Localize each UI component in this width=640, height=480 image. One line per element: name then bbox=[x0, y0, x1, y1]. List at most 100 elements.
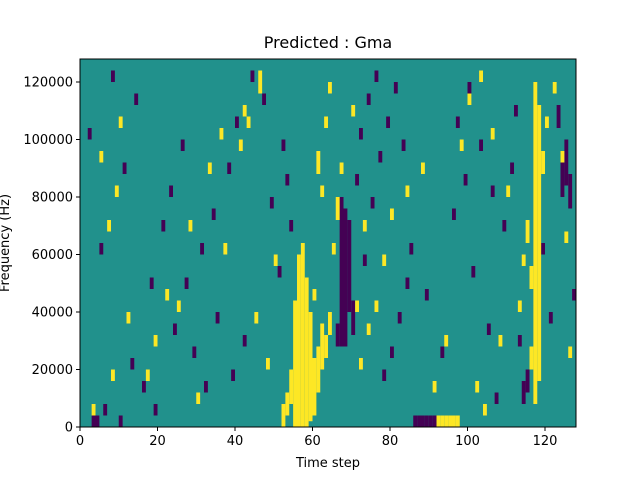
y-axis-label: Frequency (Hz) bbox=[0, 194, 13, 292]
heatmap-cell-low-32 bbox=[262, 93, 267, 105]
heatmap-cell-low-62 bbox=[149, 277, 154, 289]
heatmap-cell-high-65 bbox=[223, 243, 228, 255]
heatmap-cell-low-1 bbox=[343, 208, 348, 347]
heatmap-cell-low-9 bbox=[428, 415, 433, 427]
heatmap-cell-high-60 bbox=[99, 151, 104, 163]
heatmap-cell-high-31 bbox=[196, 392, 201, 404]
x-axis-label: Time step bbox=[295, 456, 360, 471]
heatmap-cell-high-58 bbox=[545, 116, 549, 128]
heatmap-cell-high-79 bbox=[498, 335, 503, 347]
heatmap-cell-low-68 bbox=[242, 335, 247, 347]
heatmap-cell-low-27 bbox=[200, 243, 205, 255]
heatmap-cell-low-22 bbox=[130, 358, 135, 370]
heatmap-cell-low-17 bbox=[517, 335, 522, 347]
heatmap-cell-low-11 bbox=[560, 162, 565, 197]
heatmap-cell-low-81 bbox=[467, 82, 472, 94]
heatmap-cell-low-30 bbox=[235, 116, 239, 128]
heatmap-cell-high-17 bbox=[452, 415, 456, 427]
heatmap-cell-high-19 bbox=[533, 82, 538, 404]
x-tick-label: 100 bbox=[455, 434, 480, 449]
heatmap-cell-low-0 bbox=[339, 197, 344, 347]
x-tick-label: 120 bbox=[533, 434, 558, 449]
heatmap-cell-high-81 bbox=[568, 346, 573, 358]
heatmap-cell-high-16 bbox=[448, 415, 453, 427]
heatmap-cell-low-66 bbox=[215, 312, 220, 324]
heatmap-cell-low-78 bbox=[397, 312, 402, 324]
y-axis: 0 20000 40000 60000 80000 100000 120000 bbox=[23, 76, 80, 436]
heatmap-cell-low-21 bbox=[118, 415, 123, 427]
x-axis: 0 20 40 60 80 100 120 bbox=[76, 427, 558, 449]
heatmap-cell-low-54 bbox=[541, 243, 546, 255]
heatmap-cell-low-4 bbox=[351, 300, 356, 335]
heatmap-cell-low-42 bbox=[401, 139, 406, 151]
heatmap-cell-high-4 bbox=[308, 312, 313, 422]
heatmap-cell-low-3 bbox=[335, 323, 340, 347]
heatmap-cell-low-5 bbox=[413, 415, 418, 427]
heatmap-cell-low-38 bbox=[370, 197, 375, 209]
heatmap-cell-high-80 bbox=[564, 231, 569, 243]
heatmap-cell-high-1 bbox=[297, 254, 301, 427]
heatmap-cell-low-53 bbox=[514, 105, 518, 117]
heatmap-cell-high-12 bbox=[281, 404, 286, 427]
heatmap-cell-low-50 bbox=[494, 392, 499, 404]
heatmap-cell-high-29 bbox=[126, 312, 131, 324]
chart-title: Predicted : Gma bbox=[264, 33, 392, 52]
x-tick-label: 20 bbox=[149, 434, 166, 449]
heatmap-cell-low-63 bbox=[161, 220, 166, 232]
heatmap-cell-low-34 bbox=[277, 266, 282, 278]
y-tick-label: 0 bbox=[65, 421, 73, 436]
heatmap-cell-low-76 bbox=[382, 369, 387, 381]
heatmap-cell-high-55 bbox=[506, 185, 511, 197]
heatmap-cell-high-8 bbox=[324, 335, 329, 358]
heatmap-cell-low-31 bbox=[250, 70, 255, 82]
heatmap-cell-high-0 bbox=[293, 300, 298, 427]
heatmap-cell-high-73 bbox=[328, 82, 332, 94]
heatmap-cell-low-57 bbox=[87, 128, 92, 140]
heatmap-cell-high-27 bbox=[238, 139, 243, 151]
heatmap-cell-low-13 bbox=[568, 174, 573, 209]
heatmap-cell-high-61 bbox=[107, 220, 112, 232]
heatmap-cell-high-51 bbox=[459, 139, 464, 151]
x-tick-label: 0 bbox=[76, 434, 84, 449]
heatmap-cell-low-12 bbox=[564, 139, 569, 186]
heatmap-cell-low-51 bbox=[502, 220, 507, 232]
x-tick-label: 60 bbox=[304, 434, 321, 449]
heatmap-cell-low-20 bbox=[103, 404, 108, 416]
heatmap-cell-high-35 bbox=[165, 289, 170, 301]
heatmap-cell-low-33 bbox=[269, 197, 274, 209]
heatmap-background bbox=[80, 59, 576, 427]
heatmap-cell-low-45 bbox=[440, 346, 445, 358]
heatmap-cell-low-79 bbox=[405, 277, 410, 289]
heatmap-cell-high-32 bbox=[91, 404, 96, 416]
heatmap-cell-high-3 bbox=[304, 277, 309, 427]
heatmap-cell-low-55 bbox=[548, 312, 553, 324]
heatmap-cell-low-67 bbox=[231, 369, 236, 381]
y-tick-label: 40000 bbox=[32, 306, 73, 321]
heatmap-cell-high-38 bbox=[219, 128, 224, 140]
heatmap-cell-high-64 bbox=[153, 335, 158, 347]
x-tick-label: 80 bbox=[382, 434, 399, 449]
heatmap-cell-low-35 bbox=[192, 346, 197, 358]
heatmap-cell-low-49 bbox=[486, 323, 491, 335]
heatmap-cell-high-40 bbox=[266, 358, 270, 370]
heatmap-cell-low-64 bbox=[180, 139, 185, 151]
heatmap-cell-high-11 bbox=[289, 369, 294, 404]
heatmap-cell-high-26 bbox=[246, 116, 251, 128]
heatmap-cell-low-80 bbox=[455, 116, 460, 128]
y-tick-label: 60000 bbox=[32, 248, 73, 263]
heatmap-cell-high-2 bbox=[300, 243, 305, 427]
heatmap-cell-low-10 bbox=[432, 415, 437, 427]
heatmap-cell-high-22 bbox=[529, 346, 534, 370]
heatmap-cell-low-65 bbox=[204, 381, 208, 393]
heatmap-cell-low-8 bbox=[424, 415, 429, 427]
heatmap-cell-high-69 bbox=[355, 300, 360, 312]
heatmap-cell-low-26 bbox=[184, 277, 189, 289]
heatmap-cell-high-56 bbox=[517, 300, 522, 312]
heatmap-cell-low-41 bbox=[393, 82, 398, 94]
heatmap-cell-high-33 bbox=[111, 369, 115, 381]
heatmap-cell-low-71 bbox=[289, 220, 294, 232]
heatmap-cell-low-23 bbox=[142, 381, 146, 393]
heatmap-cell-high-41 bbox=[273, 254, 278, 266]
heatmap-cell-high-23 bbox=[529, 266, 534, 289]
